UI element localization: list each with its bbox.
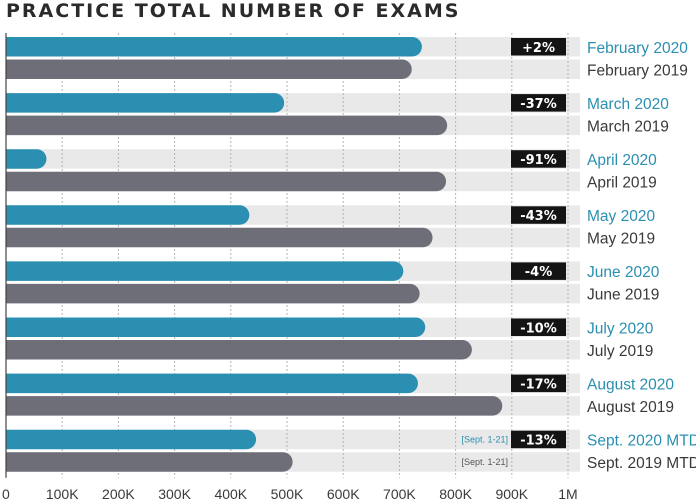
x-tick-label: 900K [495,486,528,502]
category-label-2019: June 2019 [587,287,659,304]
bar-2019 [6,396,503,416]
change-badges: +2% -37% -91% -43% -4% -10% -17% -13% [Sept. 1-2… [461,38,566,467]
bar-2020 [6,149,47,169]
category-label-2020: June 2020 [587,264,660,281]
change-badge [511,318,566,336]
bar-2020 [6,205,250,225]
category-label-2019: Sept. 2019 MTD [587,455,696,472]
category-label-2020: Sept. 2020 MTD [587,432,696,449]
x-tick-label: 500K [271,486,304,502]
change-label: -37% [520,97,557,112]
bar-2020 [6,373,418,394]
group-labels: February 2020 February 2019 March 2020 Marc… [587,40,696,472]
category-label-2020: July 2020 [587,320,654,337]
bar-2019 [6,115,448,136]
bar-2020 [6,429,257,450]
period-note-2020: [Sept. 1-21] [461,434,508,444]
bar-2019 [6,340,472,360]
bar-2019 [6,283,420,304]
change-label: -13% [520,433,557,448]
x-tick-label: 100K [46,486,79,502]
bar-2020 [6,317,426,337]
category-label-2019: April 2019 [587,174,657,191]
bars [6,37,503,472]
bar-2020 [6,261,404,281]
change-badge [511,206,566,224]
x-tick-label: 400K [214,486,247,502]
change-badge [511,94,566,112]
category-label-2020: May 2020 [587,208,655,225]
change-badge [511,430,566,449]
category-label-2019: March 2019 [587,118,669,135]
category-label-2019: May 2019 [587,231,655,248]
category-label-2019: August 2019 [587,399,674,416]
change-label: -4% [525,265,552,280]
x-tick-label: 200K [102,486,135,502]
x-tick-label: 800K [439,486,472,502]
x-tick-label: 300K [158,486,191,502]
x-tick-label: 1M [558,486,577,502]
x-tick-label: 700K [383,486,416,502]
bar-2019 [6,171,447,192]
change-badge [511,150,566,168]
bar-2019 [6,59,412,79]
bar-2020 [6,37,422,57]
x-axis: 0 100K 200K 300K 400K 500K 600K 700K 800K 900K 1M [2,33,578,502]
chart-title: PRACTICE TOTAL NUMBER OF EXAMS [6,0,461,22]
category-label-2020: April 2020 [587,152,657,169]
change-label: +2% [522,41,555,56]
change-label: -91% [520,153,557,168]
category-label-2020: August 2020 [587,376,674,393]
category-label-2020: March 2020 [587,96,669,113]
bar-2019 [6,227,433,248]
category-label-2019: February 2019 [587,62,688,79]
change-badge [511,38,566,56]
x-tick-label: 0 [2,486,10,502]
period-note-2019: [Sept. 1-21] [461,457,508,467]
bar-track [6,149,580,169]
category-label-2020: February 2020 [587,40,688,57]
change-label: -10% [520,321,557,336]
bar-2020 [6,93,285,113]
change-badge [511,374,566,393]
change-label: -17% [520,377,557,392]
x-tick-label: 600K [327,486,360,502]
category-label-2019: July 2019 [587,343,653,360]
change-badge [511,262,566,280]
change-label: -43% [520,209,557,224]
bar-2019 [6,452,293,472]
